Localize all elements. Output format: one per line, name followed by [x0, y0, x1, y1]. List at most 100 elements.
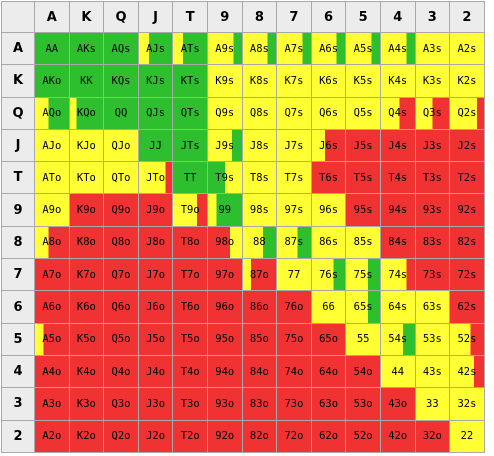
hand-cell-98s[interactable]: 98s — [242, 194, 278, 227]
hand-cell-J9o[interactable]: J9o — [138, 194, 174, 227]
hand-cell-JTo[interactable]: JTo — [138, 162, 174, 195]
hand-cell-86s[interactable]: 86s — [311, 226, 347, 260]
hand-cell-A4o[interactable]: A4o — [35, 355, 70, 389]
hand-cell-97s[interactable]: 97s — [277, 194, 312, 227]
hand-cell-J7s[interactable]: J7s — [277, 129, 312, 163]
hand-cell-84s[interactable]: 84s — [380, 226, 416, 260]
hand-cell-92o[interactable]: 92o — [207, 420, 243, 453]
hand-cell-65s[interactable]: 65s — [346, 291, 381, 324]
hand-cell-K4o[interactable]: K4o — [69, 355, 105, 389]
hand-cell-83s[interactable]: 83s — [415, 226, 451, 260]
hand-cell-AJs[interactable]: AJs — [138, 33, 174, 66]
hand-cell-53s[interactable]: 53s — [415, 323, 451, 356]
hand-cell-T5s[interactable]: T5s — [346, 162, 381, 195]
hand-cell-K6s[interactable]: K6s — [311, 65, 347, 98]
hand-cell-A5o[interactable]: A5o — [35, 323, 70, 356]
hand-cell-T9o[interactable]: T9o — [173, 194, 208, 227]
hand-cell-87o[interactable]: 87o — [242, 259, 278, 292]
hand-cell-A4s[interactable]: A4s — [380, 33, 416, 66]
hand-cell-99[interactable]: 99 — [207, 194, 243, 227]
hand-cell-A3o[interactable]: A3o — [35, 388, 70, 421]
hand-cell-K5o[interactable]: K5o — [69, 323, 105, 356]
hand-cell-J2s[interactable]: J2s — [450, 129, 485, 163]
hand-cell-T8o[interactable]: T8o — [173, 226, 208, 260]
hand-cell-KTo[interactable]: KTo — [69, 162, 105, 195]
hand-cell-72o[interactable]: 72o — [277, 420, 312, 453]
hand-cell-42o[interactable]: 42o — [380, 420, 416, 453]
hand-cell-TT[interactable]: TT — [173, 162, 208, 195]
hand-cell-54o[interactable]: 54o — [346, 355, 381, 389]
hand-cell-AQo[interactable]: AQo — [35, 97, 70, 130]
hand-cell-A5s[interactable]: A5s — [346, 33, 381, 66]
hand-cell-J5o[interactable]: J5o — [138, 323, 174, 356]
hand-cell-T4o[interactable]: T4o — [173, 355, 208, 389]
hand-cell-T2s[interactable]: T2s — [450, 162, 485, 195]
hand-cell-88[interactable]: 88 — [242, 226, 278, 260]
hand-cell-97o[interactable]: 97o — [207, 259, 243, 292]
hand-cell-98o[interactable]: 98o — [207, 226, 243, 260]
hand-cell-A2o[interactable]: A2o — [35, 420, 70, 453]
hand-cell-Q2o[interactable]: Q2o — [104, 420, 139, 453]
hand-cell-J6o[interactable]: J6o — [138, 291, 174, 324]
hand-cell-Q7s[interactable]: Q7s — [277, 97, 312, 130]
hand-cell-ATs[interactable]: ATs — [173, 33, 208, 66]
hand-cell-A9s[interactable]: A9s — [207, 33, 243, 66]
hand-cell-A2s[interactable]: A2s — [450, 33, 485, 66]
hand-cell-T5o[interactable]: T5o — [173, 323, 208, 356]
hand-cell-K8o[interactable]: K8o — [69, 226, 105, 260]
hand-cell-42s[interactable]: 42s — [450, 355, 485, 389]
hand-cell-Q3s[interactable]: Q3s — [415, 97, 451, 130]
hand-cell-74o[interactable]: 74o — [277, 355, 312, 389]
hand-cell-85o[interactable]: 85o — [242, 323, 278, 356]
hand-cell-52o[interactable]: 52o — [346, 420, 381, 453]
hand-cell-93o[interactable]: 93o — [207, 388, 243, 421]
hand-cell-A8s[interactable]: A8s — [242, 33, 278, 66]
hand-cell-K2o[interactable]: K2o — [69, 420, 105, 453]
hand-cell-32s[interactable]: 32s — [450, 388, 485, 421]
hand-cell-KJs[interactable]: KJs — [138, 65, 174, 98]
hand-cell-JJ[interactable]: JJ — [138, 129, 174, 163]
hand-cell-KQo[interactable]: KQo — [69, 97, 105, 130]
hand-cell-76s[interactable]: 76s — [311, 259, 347, 292]
hand-cell-96o[interactable]: 96o — [207, 291, 243, 324]
hand-cell-T6o[interactable]: T6o — [173, 291, 208, 324]
hand-cell-T6s[interactable]: T6s — [311, 162, 347, 195]
hand-cell-T4s[interactable]: T4s — [380, 162, 416, 195]
hand-cell-76o[interactable]: 76o — [277, 291, 312, 324]
hand-cell-32o[interactable]: 32o — [415, 420, 451, 453]
hand-cell-64s[interactable]: 64s — [380, 291, 416, 324]
hand-cell-77[interactable]: 77 — [277, 259, 312, 292]
hand-cell-A8o[interactable]: A8o — [35, 226, 70, 260]
hand-cell-QJs[interactable]: QJs — [138, 97, 174, 130]
hand-cell-A6s[interactable]: A6s — [311, 33, 347, 66]
hand-cell-J7o[interactable]: J7o — [138, 259, 174, 292]
hand-cell-22[interactable]: 22 — [450, 420, 485, 453]
hand-cell-K8s[interactable]: K8s — [242, 65, 278, 98]
hand-cell-Q5o[interactable]: Q5o — [104, 323, 139, 356]
hand-cell-AKs[interactable]: AKs — [69, 33, 105, 66]
hand-cell-Q8s[interactable]: Q8s — [242, 97, 278, 130]
hand-cell-K7s[interactable]: K7s — [277, 65, 312, 98]
hand-cell-62o[interactable]: 62o — [311, 420, 347, 453]
hand-cell-82s[interactable]: 82s — [450, 226, 485, 260]
hand-cell-52s[interactable]: 52s — [450, 323, 485, 356]
hand-cell-J3o[interactable]: J3o — [138, 388, 174, 421]
hand-cell-K3s[interactable]: K3s — [415, 65, 451, 98]
hand-cell-72s[interactable]: 72s — [450, 259, 485, 292]
hand-cell-T2o[interactable]: T2o — [173, 420, 208, 453]
hand-cell-Q9o[interactable]: Q9o — [104, 194, 139, 227]
hand-cell-J6s[interactable]: J6s — [311, 129, 347, 163]
hand-cell-A9o[interactable]: A9o — [35, 194, 70, 227]
hand-cell-63s[interactable]: 63s — [415, 291, 451, 324]
hand-cell-Q2s[interactable]: Q2s — [450, 97, 485, 130]
hand-cell-74s[interactable]: 74s — [380, 259, 416, 292]
hand-cell-73o[interactable]: 73o — [277, 388, 312, 421]
hand-cell-Q9s[interactable]: Q9s — [207, 97, 243, 130]
hand-cell-75o[interactable]: 75o — [277, 323, 312, 356]
hand-cell-33[interactable]: 33 — [415, 388, 451, 421]
hand-cell-55[interactable]: 55 — [346, 323, 381, 356]
hand-cell-A7o[interactable]: A7o — [35, 259, 70, 292]
hand-cell-43s[interactable]: 43s — [415, 355, 451, 389]
hand-cell-95s[interactable]: 95s — [346, 194, 381, 227]
hand-cell-66[interactable]: 66 — [311, 291, 347, 324]
